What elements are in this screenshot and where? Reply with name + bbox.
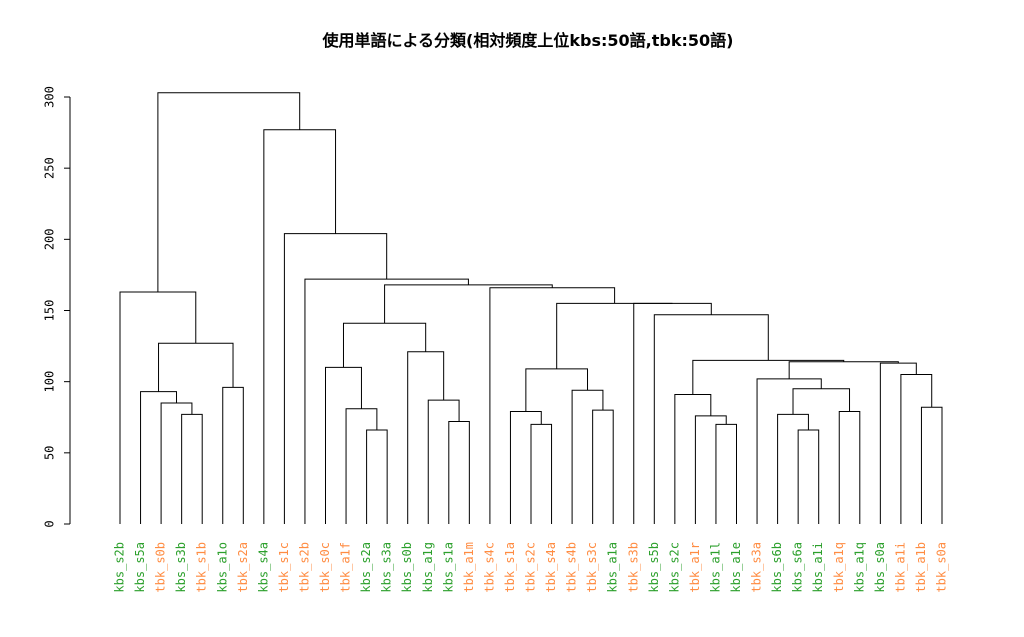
dendrogram-branch [633,302,712,524]
leaf-label: tbk_a1m [462,542,476,593]
dendrogram-branch [756,378,822,524]
dendrogram-branch [448,421,470,524]
dendrogram-branch [407,351,445,524]
leaf-label: kbs_s5a [133,542,147,593]
dendrogram-branch [366,429,388,524]
leaf-label: tbk_s0b [154,542,168,593]
leaf-label: kbs_s0a [873,542,887,593]
leaf-label: tbk_a1q [832,542,846,593]
dendrogram-branch [788,361,899,379]
leaf-label: kbs_s2a [359,542,373,593]
chart-title: 使用単語による分類(相対頻度上位kbs:50語,tbk:50語) [322,31,734,50]
leaf-label: tbk_s2c [524,542,538,593]
y-tick-label: 0 [43,520,57,527]
dendrogram-branch [119,291,197,524]
dendrogram-branch [263,129,337,524]
dendrogram-branch [525,368,589,412]
dendrogram-branch [879,362,917,524]
leaf-label: kbs_a1l [708,542,722,593]
dendrogram-branch [792,388,851,415]
leaf-label: kbs_a1e [729,542,743,593]
leaf-label: tbk_s2b [297,542,311,593]
dendrogram-branch [345,408,378,524]
leaf-label: kbs_s0b [400,542,414,593]
leaf-label: tbk_s1b [195,542,209,593]
dendrogram-branch [571,389,604,524]
leaf-label: kbs_s6a [791,542,805,593]
leaf-label: tbk_s3b [626,542,640,593]
dendrogram-branches [119,92,943,524]
dendrogram-branch [674,393,712,524]
y-tick-label: 250 [43,157,57,179]
leaf-label: tbk_s0a [935,542,949,593]
leaf-label: kbs_s2c [667,542,681,593]
leaf-label: kbs_a1i [811,542,825,593]
dendrogram-branch [900,374,933,524]
y-axis: 0 50 100 150 200 250 300 [43,86,71,528]
dendrogram-branch [160,402,193,524]
leaf-label: tbk_s3c [585,542,599,593]
dendrogram-branch [556,302,673,369]
y-tick-label: 200 [43,228,57,250]
dendrogram-branch [694,415,727,524]
dendrogram-branch [325,366,362,524]
leaf-label: tbk_s1c [277,542,291,593]
leaf-label: tbk_s1a [503,542,517,593]
y-tick-label: 150 [43,300,57,322]
leaf-label: tbk_s4b [565,542,579,593]
leaf-label: kbs_s6b [770,542,784,593]
dendrogram-branch [715,423,737,524]
dendrogram-branch [838,411,861,524]
leaf-label: tbk_s4a [544,542,558,593]
dendrogram-branch [157,92,301,292]
y-tick-label: 300 [43,86,57,108]
leaf-label: tbk_a1b [914,542,928,593]
dendrogram-branch [181,413,203,524]
dendrogram-branch [777,413,809,524]
y-tick-label: 100 [43,371,57,393]
dendrogram-branch [158,342,234,392]
leaf-label: tbk_a1r [688,542,702,593]
leaf-label: kbs_a1o [215,542,229,593]
dendrogram-branch [692,359,845,395]
leaf-label: kbs_s2b [113,542,127,593]
dendrogram-branch [653,314,769,524]
dendrogram-branch [222,386,244,524]
leaf-label: kbs_a1g [421,542,435,593]
dendrogram-branch [509,411,542,524]
leaf-labels: kbs_s2b kbs_s5a tbk_s0b kbs_s3b tbk_s1b kbs_a… [113,542,949,593]
leaf-label: kbs_s3b [174,542,188,593]
dendrogram-branch [384,284,553,324]
leaf-label: tbk_s0c [318,542,332,593]
leaf-label: tbk_s4c [482,542,496,593]
leaf-label: kbs_s1a [441,542,455,593]
leaf-label: kbs_s3a [380,542,394,593]
leaf-label: kbs_a1q [852,542,866,593]
dendrogram-branch [797,429,820,524]
dendrogram-branch [920,406,943,524]
dendrogram-branch [530,423,553,524]
dendrogram-branch [489,287,616,524]
dendrogram-branch [304,278,469,524]
leaf-label: kbs_s4a [256,542,270,593]
leaf-label: tbk_a1f [339,542,353,593]
leaf-label: tbk_s2a [236,542,250,593]
dendrogram-branch [140,391,178,524]
leaf-label: tbk_s3a [750,542,764,593]
leaf-label: tbk_a1i [893,542,907,593]
y-tick-label: 50 [43,446,57,460]
dendrogram-branch [283,233,388,524]
leaf-label: kbs_s5b [647,542,661,593]
leaf-label: kbs_a1a [606,542,620,593]
dendrogram-branch [592,409,614,524]
dendrogram-branch [342,322,427,368]
dendrogram-branch [427,399,460,524]
